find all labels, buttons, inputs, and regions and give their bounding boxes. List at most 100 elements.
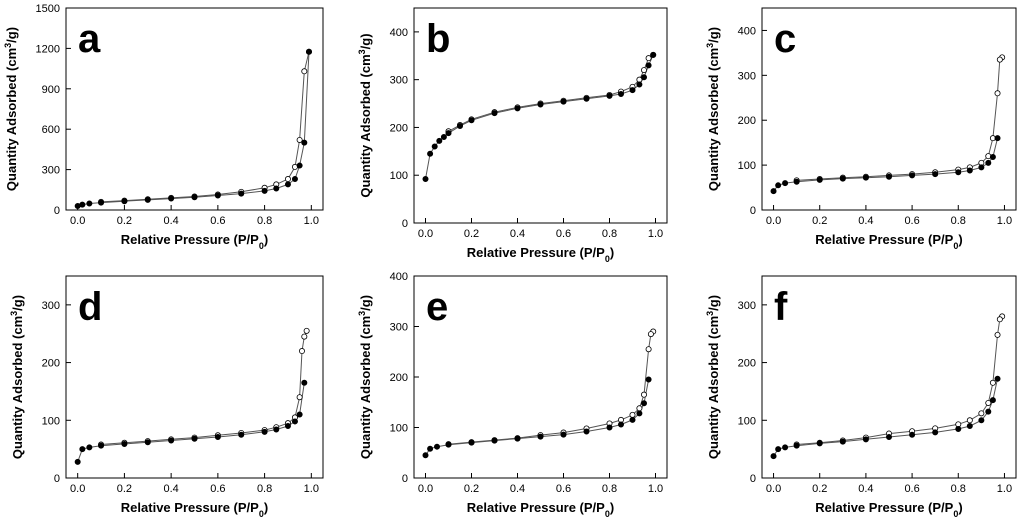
adsorption-point <box>301 139 308 146</box>
adsorption-point <box>422 452 429 459</box>
desorption-point <box>298 348 305 355</box>
panel-letter: e <box>426 285 448 329</box>
adsorption-point <box>560 98 567 105</box>
y-tick-label: 200 <box>738 115 756 127</box>
adsorption-point <box>537 433 544 440</box>
adsorption-point <box>782 180 789 187</box>
y-tick-label: 400 <box>390 27 408 39</box>
x-tick-label: 0.8 <box>951 483 966 495</box>
x-tick-label: 0.8 <box>257 483 272 495</box>
panel-b: 0.0 0.2 0.4 0.6 0.8 1.0 0 100 200 300 400 Relative … <box>357 7 668 264</box>
x-axis-title: Relative Pressure (P/P0) <box>815 232 962 251</box>
x-axis-title-sub: 0 <box>953 509 958 519</box>
y-tick-label: 100 <box>390 170 408 182</box>
adsorption-point <box>514 105 521 112</box>
adsorption-point <box>436 137 443 144</box>
x-tick-label: 0.6 <box>904 483 919 495</box>
desorption-point <box>996 316 1003 323</box>
adsorption-point <box>560 431 567 438</box>
panel-c: 0.0 0.2 0.4 0.6 0.8 1.0 0 100 200 300 400 Relative … <box>705 7 1017 251</box>
adsorption-point <box>301 379 308 386</box>
adsorption-point <box>440 133 447 140</box>
adsorption-point <box>491 110 498 117</box>
adsorption-point <box>932 171 939 178</box>
x-axis-title-sub: 0 <box>259 241 264 251</box>
plot-frame <box>65 275 324 479</box>
adsorption-point <box>775 446 782 453</box>
adsorption-point <box>284 181 291 188</box>
adsorption-point <box>121 198 128 205</box>
y-axis-title-sup: 3 <box>9 311 19 316</box>
x-axis-title-main: Relative Pressure (P/P <box>815 232 953 247</box>
adsorption-point <box>456 123 463 130</box>
x-tick-label: 1.0 <box>648 483 663 495</box>
y-tick-label: 300 <box>390 322 408 334</box>
adsorption-point <box>214 434 221 441</box>
adsorption-point <box>645 376 652 383</box>
x-tick-label: 0.6 <box>556 228 571 240</box>
adsorption-point <box>985 408 992 415</box>
x-tick-label: 0.2 <box>812 215 827 227</box>
y-tick-label: 300 <box>42 165 60 177</box>
x-axis-title-sub: 0 <box>605 254 610 264</box>
adsorption-point <box>886 434 893 441</box>
adsorption-point <box>618 421 625 428</box>
x-tick-label: 0.0 <box>418 483 433 495</box>
adsorption-point <box>909 431 916 438</box>
adsorption-point <box>641 400 648 407</box>
adsorption-point <box>816 176 823 183</box>
adsorption-point <box>650 51 657 58</box>
x-tick-label: 0.0 <box>70 215 85 227</box>
y-axis-title: Quantity Adsorbed (cm3/g) <box>3 27 19 191</box>
x-tick-label: 0.6 <box>210 483 225 495</box>
adsorption-point <box>491 437 498 444</box>
y-tick-label: 100 <box>738 160 756 172</box>
adsorption-point <box>296 162 303 169</box>
x-tick-label: 0.2 <box>117 215 132 227</box>
x-tick-label: 0.4 <box>858 215 873 227</box>
x-axis-title-close: ) <box>264 232 268 247</box>
adsorption-point <box>296 411 303 418</box>
x-tick-label: 0.2 <box>464 483 479 495</box>
adsorption-point <box>468 117 475 124</box>
adsorption-point <box>978 164 985 171</box>
x-axis-title-main: Relative Pressure (P/P <box>121 232 259 247</box>
adsorption-point <box>273 426 280 433</box>
panel-a: 0.0 0.2 0.4 0.6 0.8 1.0 0 300 600 900 1200 1500 Rela… <box>3 3 324 251</box>
adsorption-point <box>775 182 782 189</box>
adsorption-point <box>645 62 652 69</box>
x-tick-label: 0.8 <box>257 215 272 227</box>
y-axis-title: Quantity Adsorbed (cm3/g) <box>357 295 373 459</box>
adsorption-point <box>793 442 800 449</box>
y-tick-label: 300 <box>738 70 756 82</box>
desorption-point <box>978 410 985 417</box>
x-tick-label: 0.0 <box>766 483 781 495</box>
adsorption-line <box>425 379 650 456</box>
adsorption-point <box>433 443 440 450</box>
adsorption-point <box>445 441 452 448</box>
adsorption-point <box>862 436 869 443</box>
y-tick-label: 0 <box>54 205 60 217</box>
desorption-point <box>296 394 303 401</box>
y-tick-label: 300 <box>42 300 60 312</box>
adsorption-point <box>886 173 893 180</box>
x-axis-title-main: Relative Pressure (P/P <box>121 500 259 515</box>
adsorption-point <box>839 175 846 182</box>
adsorption-point <box>98 442 105 449</box>
x-tick-label: 0.8 <box>951 215 966 227</box>
x-axis-title-sub: 0 <box>259 509 264 519</box>
x-tick-label: 0.4 <box>510 483 525 495</box>
y-tick-label: 0 <box>750 473 756 485</box>
desorption-point <box>966 417 973 424</box>
adsorption-point <box>618 91 625 98</box>
x-tick-label: 0.8 <box>602 483 617 495</box>
x-tick-label: 0.4 <box>163 483 178 495</box>
x-tick-label: 0.0 <box>418 228 433 240</box>
desorption-point <box>994 90 1001 97</box>
y-tick-label: 0 <box>54 473 60 485</box>
adsorption-point <box>989 397 996 404</box>
adsorption-point <box>782 444 789 451</box>
adsorption-line <box>773 378 998 457</box>
